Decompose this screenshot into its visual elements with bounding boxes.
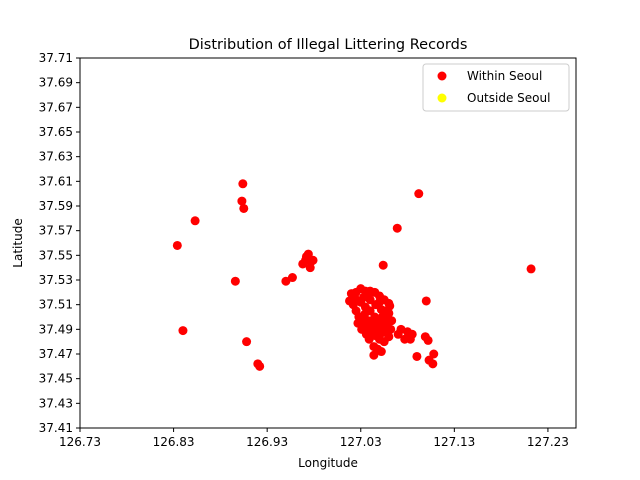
y-tick-label: 37.43 — [39, 396, 73, 410]
y-tick-label: 37.41 — [39, 421, 73, 435]
y-axis: 37.41 37.43 37.45 37.47 37.49 37.51 37.53 37.55… — [39, 51, 80, 435]
data-point — [353, 318, 363, 328]
data-point — [359, 292, 369, 302]
y-tick-label: 37.59 — [39, 199, 73, 213]
data-point — [428, 359, 438, 369]
points-layer — [172, 179, 536, 371]
y-tick-label: 37.57 — [39, 224, 73, 238]
data-point — [392, 223, 402, 233]
legend-marker — [437, 71, 447, 81]
y-tick-label: 37.55 — [39, 248, 73, 262]
plot-frame — [79, 57, 577, 429]
data-point — [230, 276, 240, 286]
data-point — [242, 337, 252, 347]
data-point — [178, 326, 188, 336]
y-axis-label: Latitude — [11, 218, 25, 267]
y-tick-label: 37.69 — [39, 76, 73, 90]
data-point — [382, 322, 392, 332]
y-tick-label: 37.63 — [39, 150, 73, 164]
y-tick-label: 37.51 — [39, 298, 73, 312]
data-point — [429, 349, 439, 359]
y-tick-label: 37.47 — [39, 347, 73, 361]
x-tick-label: 127.13 — [433, 435, 475, 449]
x-tick-label: 126.73 — [59, 435, 101, 449]
x-tick-label: 126.93 — [246, 435, 288, 449]
x-axis-label: Longitude — [298, 456, 358, 470]
data-point — [172, 240, 182, 250]
data-point — [281, 276, 291, 286]
x-tick-label: 127.23 — [527, 435, 569, 449]
data-point — [238, 179, 248, 189]
data-point — [414, 189, 424, 199]
x-axis: 126.73 126.83 126.93 127.03 127.13 127.23 — [59, 428, 569, 449]
data-point — [350, 294, 360, 303]
data-point — [190, 216, 200, 226]
data-point — [385, 301, 395, 311]
chart-title: Distribution of Illegal Littering Record… — [189, 37, 468, 53]
y-tick-label: 37.61 — [39, 174, 73, 188]
legend-entry-label: Within Seoul — [467, 69, 542, 83]
data-point — [405, 334, 415, 344]
data-point — [305, 263, 315, 273]
data-point — [376, 347, 386, 357]
x-tick-label: 127.03 — [340, 435, 382, 449]
y-tick-label: 37.71 — [39, 51, 73, 65]
y-tick-label: 37.67 — [39, 100, 73, 114]
data-point — [301, 255, 311, 265]
y-tick-label: 37.65 — [39, 125, 73, 139]
data-point — [364, 334, 374, 344]
data-point — [255, 361, 265, 371]
data-point — [368, 326, 378, 336]
data-point — [393, 329, 403, 339]
data-point — [377, 312, 387, 322]
legend: Within Seoul Outside Seoul — [422, 63, 570, 112]
data-point — [374, 297, 384, 307]
data-point — [412, 351, 422, 361]
x-tick-label: 126.83 — [153, 435, 195, 449]
y-tick-label: 37.49 — [39, 322, 73, 336]
data-point — [421, 296, 431, 306]
data-point — [308, 255, 318, 265]
legend-entry-label: Outside Seoul — [467, 91, 550, 105]
data-point — [526, 264, 536, 274]
legend-marker — [437, 93, 447, 103]
data-point — [378, 260, 388, 270]
data-point — [423, 335, 433, 345]
data-point — [239, 203, 249, 213]
data-point — [372, 318, 382, 328]
data-point — [237, 196, 247, 206]
data-point — [287, 273, 297, 283]
y-tick-label: 37.45 — [39, 372, 73, 386]
y-tick-label: 37.53 — [39, 273, 73, 287]
legend-box — [422, 63, 570, 112]
